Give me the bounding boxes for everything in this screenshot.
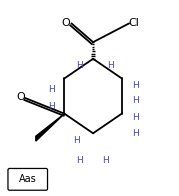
Text: Cl: Cl [128, 17, 139, 28]
Text: H: H [132, 81, 139, 90]
Text: H: H [102, 156, 109, 165]
Text: H: H [48, 85, 54, 94]
Text: H: H [132, 96, 139, 105]
Text: H: H [74, 136, 80, 145]
Polygon shape [36, 114, 64, 141]
Text: H: H [132, 113, 139, 122]
Text: H: H [107, 61, 113, 70]
FancyBboxPatch shape [8, 169, 47, 190]
Text: H: H [76, 61, 83, 70]
Text: O: O [16, 92, 25, 102]
Text: H: H [48, 102, 54, 111]
Text: H: H [132, 129, 139, 138]
Text: H: H [76, 156, 83, 165]
Text: O: O [62, 17, 71, 28]
Text: Aas: Aas [19, 174, 37, 184]
